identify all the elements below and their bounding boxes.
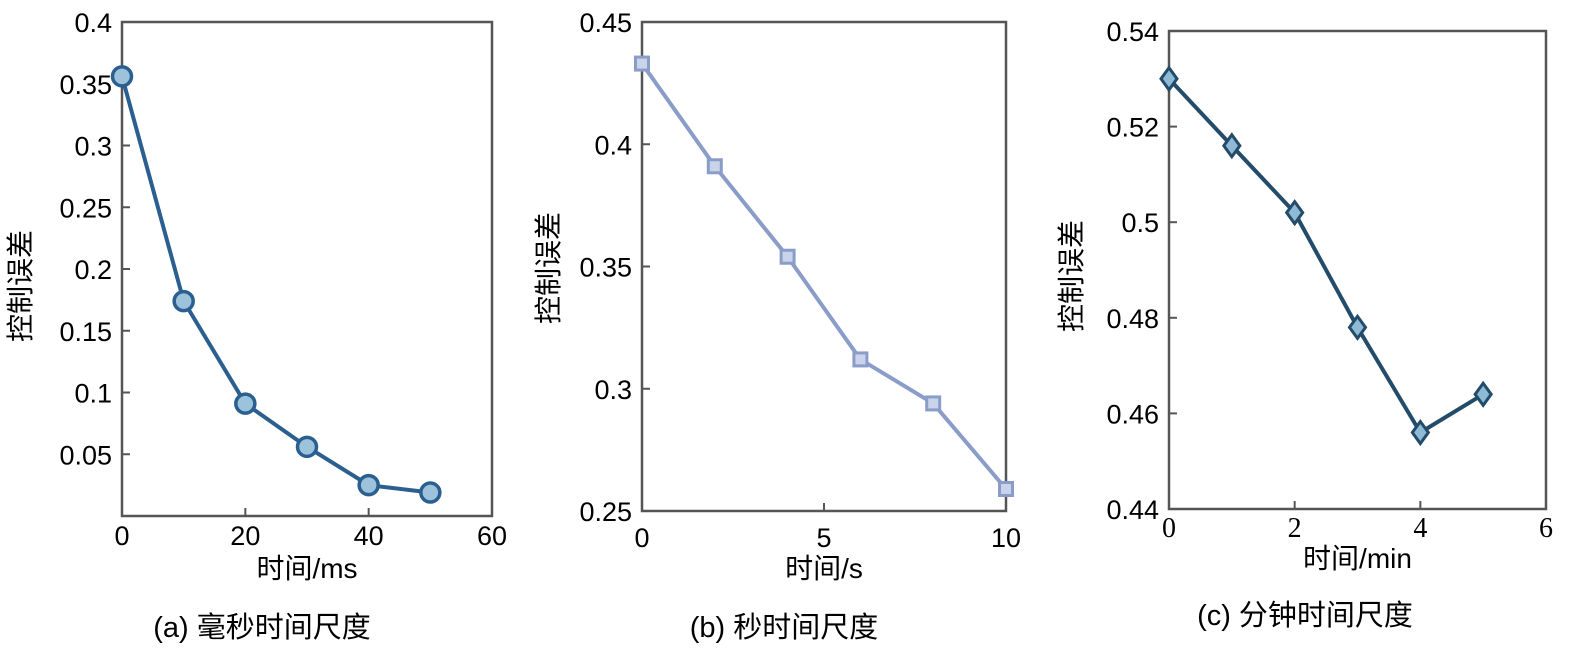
data-point: [110, 65, 134, 88]
data-point: [1159, 65, 1179, 93]
y-tick-label: 0.3: [594, 375, 632, 405]
y-tick-label: 0.25: [579, 497, 632, 527]
data-point: [1284, 199, 1305, 227]
series-line: [1167, 77, 1485, 435]
x-axis-label: 时间/s: [785, 553, 863, 584]
y-tick-label: 0.3: [74, 132, 112, 162]
y-tick-label: 0.44: [1106, 495, 1159, 525]
y-tick-label: 0.4: [594, 130, 632, 160]
x-axis-label: 时间/ms: [256, 553, 357, 584]
panel-caption: (a) 毫秒时间尺度: [153, 611, 371, 644]
y-tick-label: 0.52: [1106, 113, 1159, 143]
x-tick-label: 5: [816, 523, 831, 553]
y-axis-label: 控制误差: [1056, 220, 1087, 332]
x-axis-label: 时间/min: [1303, 543, 1412, 574]
x-tick-label: 20: [230, 521, 260, 551]
x-tick-label: 4: [1413, 513, 1427, 544]
y-axis-label: 控制误差: [533, 212, 564, 324]
data-point: [634, 55, 650, 72]
data-point: [779, 248, 796, 265]
x-tick-label: 60: [477, 521, 507, 551]
data-point: [1410, 418, 1431, 447]
y-tick-label: 0.05: [59, 440, 112, 470]
series-line: [640, 62, 1008, 491]
data-point: [1221, 132, 1242, 160]
x-tick-label: 2: [1288, 513, 1302, 544]
data-point: [357, 473, 380, 497]
data-point: [295, 435, 319, 459]
data-point: [998, 480, 1014, 497]
y-tick-label: 0.1: [74, 379, 112, 409]
y-axis-label: 控制误差: [5, 230, 36, 342]
y-tick-label: 0.25: [59, 193, 112, 223]
data-point: [925, 395, 942, 412]
y-tick-label: 0.48: [1106, 304, 1159, 334]
data-point: [234, 392, 257, 415]
series-line: [120, 75, 431, 495]
data-point: [419, 481, 442, 504]
y-tick-label: 0.15: [59, 317, 112, 347]
x-tick-label: 0: [1162, 513, 1176, 544]
x-tick-label: 40: [354, 521, 384, 551]
y-tick-label: 0.54: [1106, 17, 1159, 47]
x-tick-label: 0: [114, 521, 129, 551]
y-tick-label: 0.35: [59, 70, 112, 100]
y-tick-label: 0.4: [74, 8, 112, 38]
y-tick-label: 0.45: [579, 8, 632, 38]
y-tick-label: 0.5: [1121, 208, 1159, 238]
data-point: [706, 158, 723, 175]
x-tick-label: 6: [1539, 513, 1553, 544]
data-point: [852, 351, 869, 368]
panel-a: 0.05 0.1 0.15 0.2 0.25 0.3 0.35 0.4 0 20 40 60 控制误差时…: [5, 8, 507, 644]
data-point: [1347, 313, 1368, 341]
plot-frame-b: [640, 20, 1008, 513]
plot-frame-c: [1167, 29, 1548, 511]
panel-caption: (c) 分钟时间尺度: [1197, 599, 1413, 632]
x-tick-label: 0: [634, 523, 649, 553]
panel-caption: (b) 秒时间尺度: [690, 611, 879, 644]
y-tick-label: 0.46: [1106, 399, 1159, 429]
y-tick-label: 0.35: [579, 253, 632, 283]
data-point: [172, 289, 195, 313]
y-tick-label: 0.2: [74, 255, 112, 285]
x-tick-label: 10: [991, 523, 1021, 553]
data-point: [1473, 380, 1494, 408]
